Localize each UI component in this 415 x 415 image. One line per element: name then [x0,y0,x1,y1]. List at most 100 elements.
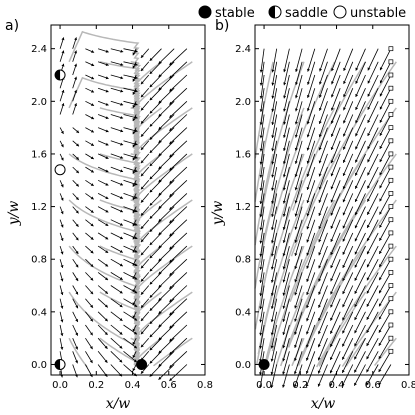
arrow-128 [342,219,354,242]
arrowhead-178 [282,174,286,178]
arrow-274 [169,48,188,66]
arrow-74 [149,285,162,298]
arrowhead-243 [271,95,275,99]
boundary-square-marker [388,138,394,144]
arrowhead-41 [149,334,153,338]
arrowhead-43 [169,338,173,342]
y-axis-label-b: y/w [210,201,226,227]
arrowhead-58 [104,304,108,308]
arrowhead-49 [318,331,321,335]
arrowhead-47 [294,331,298,335]
arrow-186 [169,153,188,171]
arrowhead-118 [354,251,358,255]
arrowhead-246 [306,95,310,98]
streamline-32 [275,61,336,214]
arrow-148 [318,193,328,217]
arrow-68 [282,285,290,309]
arrowhead-234 [105,89,109,93]
arrowhead-263 [169,75,173,79]
arrow-85 [354,272,366,294]
arrow-79 [282,272,290,296]
arrow-261 [355,61,366,84]
arrow-200 [283,127,290,152]
arrowhead-159 [134,182,138,186]
streamline-21 [258,153,305,309]
arrowhead-211 [91,116,94,120]
arrow-16 [123,350,138,363]
arrowhead-242 [259,96,263,99]
arrowhead-112 [90,236,94,240]
arrowhead-272 [149,57,153,61]
arrow-204 [330,127,341,151]
arrowhead-24 [89,346,93,350]
arrow-252 [169,74,188,92]
arrowhead-162 [354,199,358,202]
arrowhead-67 [75,291,78,295]
arrow-125 [306,219,316,243]
arrowhead-29 [140,344,144,348]
arrowhead-271 [140,54,144,58]
arrowhead-217 [355,133,358,137]
arrowhead-169 [306,187,310,190]
arrowhead-59 [119,304,123,308]
arrowhead-207 [158,140,162,143]
boundary-square-marker [388,335,394,341]
arrowhead-168 [105,169,109,173]
arrowhead-187 [259,161,263,165]
arrow-164 [169,180,188,197]
ticks-a: 0.0 0.2 0.4 0.6 0.8 0.0 0.4 0.8 1.2 1.6 2.0 2.4 [31,25,213,391]
arrowhead-189 [282,161,286,165]
arrowhead-102 [294,266,298,269]
streamline-34 [133,61,193,170]
arrowhead-264 [259,69,263,73]
arrow-10 [169,364,188,382]
arrowhead-257 [307,81,310,85]
arrow-55 [259,298,265,323]
arrowhead-69 [294,305,298,309]
boundary-square-marker [388,177,394,183]
arrow-246 [307,74,316,99]
arrowhead-115 [134,236,138,240]
arrow-272 [149,48,162,62]
arrowhead-215 [330,133,334,137]
arrowhead-248 [331,94,334,98]
arrow-94 [330,259,341,282]
arrow-228 [149,101,162,114]
arrow-41 [149,324,162,338]
arrowhead-114 [306,252,310,256]
arrowhead-145 [282,213,286,217]
arrowhead-22 [60,346,64,350]
arrowhead-42 [366,343,370,346]
arrowhead-191 [306,160,310,164]
arrowhead-236 [318,107,322,111]
arrowhead-227 [343,120,346,124]
arrow-158 [306,180,316,204]
arrow-239 [149,87,162,101]
arrow-37 [306,324,316,348]
arrowhead-139 [140,212,144,216]
arrowhead-221 [74,90,77,93]
arrowhead-40 [140,331,144,335]
arrowhead-202 [306,147,310,151]
arrowhead-181 [134,155,138,159]
arrow-25 [294,338,303,362]
arrowhead-54 [169,325,173,329]
arrowhead-173 [355,185,358,189]
arrow-58 [294,298,303,322]
arrowhead-19 [149,360,153,364]
arrowhead-261 [355,80,359,84]
arrow-173 [149,166,162,180]
arrowhead-21 [169,364,173,368]
arrowhead-185 [158,166,162,170]
arrow-168 [295,166,303,191]
arrowhead-220 [259,122,263,126]
arrowhead-145 [90,196,94,200]
arrowhead-46 [90,318,93,322]
arrowhead-61 [330,317,333,321]
arrow-98 [169,258,188,276]
arrowhead-52 [354,330,358,334]
arrowhead-181 [318,173,322,177]
arrow-202 [307,127,316,151]
arrow-87 [378,272,392,294]
arrowhead-199 [271,148,275,152]
